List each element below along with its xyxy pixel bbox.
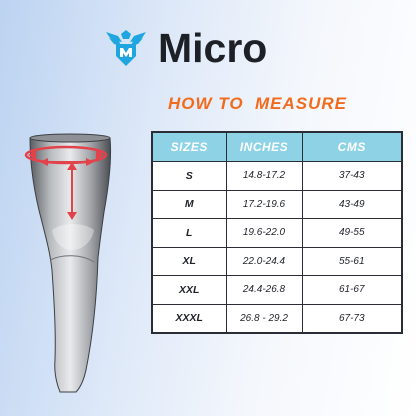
column-header-inches: INCHES [225,131,303,162]
size-cell: XXL [151,275,227,305]
table-row: M 17.2-19.6 43-49 [151,189,403,219]
size-cell: XL [151,246,227,276]
column-header-sizes: SIZES [151,131,227,162]
cms-cell: 37-43 [301,161,403,191]
size-cell: L [151,218,227,248]
page-title: HOW TO MEASURE [168,94,348,113]
size-cell: XXXL [151,303,227,334]
table-row: S 14.8-17.2 37-43 [151,161,403,191]
inches-cell: 17.2-19.6 [225,189,303,219]
inches-cell: 22.0-24.4 [225,246,303,276]
table-row: XXL 24.4-26.8 61-67 [151,275,403,305]
size-cell: S [151,161,227,191]
knee-sleeve-diagram-icon [24,133,112,393]
column-header-cms: CMS [301,131,403,162]
cms-cell: 67-73 [301,303,403,334]
cms-cell: 55-61 [301,246,403,276]
inches-cell: 24.4-26.8 [225,275,303,305]
cms-cell: 43-49 [301,189,403,219]
brand-logo: Micro [104,26,267,70]
inches-cell: 19.6-22.0 [225,218,303,248]
table-row: XXXL 26.8 - 29.2 67-73 [151,303,403,334]
size-cell: M [151,189,227,219]
table-row: XL 22.0-24.4 55-61 [151,246,403,276]
eagle-shield-logo-icon [106,30,146,66]
cms-cell: 49-55 [301,218,403,248]
size-chart-table: SIZES INCHES CMS S 14.8-17.2 37-43 M 17.… [151,131,403,334]
brand-name: Micro [158,24,268,71]
inches-cell: 26.8 - 29.2 [225,303,303,334]
cms-cell: 61-67 [301,275,403,305]
inches-cell: 14.8-17.2 [225,161,303,191]
table-row: L 19.6-22.0 49-55 [151,218,403,248]
table-header-row: SIZES INCHES CMS [151,131,403,162]
